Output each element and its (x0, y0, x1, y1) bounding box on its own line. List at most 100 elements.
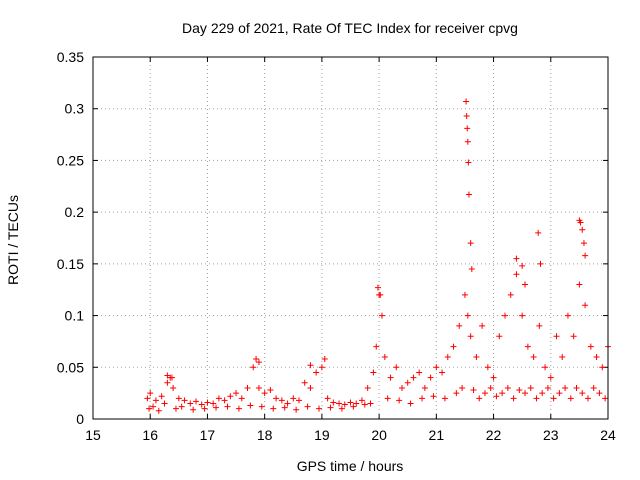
data-point (504, 384, 511, 391)
data-point (596, 390, 603, 397)
data-point (378, 312, 385, 319)
data-point (530, 353, 537, 360)
data-point (175, 395, 182, 402)
data-point (524, 343, 531, 350)
y-tick-label: 0.1 (65, 308, 85, 324)
data-point (579, 390, 586, 397)
data-point (542, 364, 549, 371)
data-point (470, 387, 477, 394)
data-point (464, 125, 471, 132)
x-tick-label: 16 (142, 427, 158, 443)
data-point (187, 400, 194, 407)
data-point (576, 281, 583, 288)
data-point (364, 384, 371, 391)
data-point (261, 390, 268, 397)
data-point (602, 395, 609, 402)
data-point (164, 372, 171, 379)
data-point (307, 362, 314, 369)
data-point (170, 384, 177, 391)
data-point (582, 302, 589, 309)
data-point (358, 397, 365, 404)
data-point (577, 219, 584, 226)
data-point (181, 397, 188, 404)
x-axis-label: GPS time / hours (297, 458, 404, 474)
data-point (258, 403, 265, 410)
data-point (433, 364, 440, 371)
data-point (522, 390, 529, 397)
data-point (444, 353, 451, 360)
data-point (579, 226, 586, 233)
data-point (233, 390, 240, 397)
data-point (487, 384, 494, 391)
data-point (301, 379, 308, 386)
data-point (201, 405, 208, 412)
data-point (537, 260, 544, 267)
data-point (146, 405, 153, 412)
data-point (290, 395, 297, 402)
x-tick-label: 19 (314, 427, 330, 443)
data-point (439, 369, 446, 376)
y-tick-label: 0.15 (57, 256, 84, 272)
data-point (463, 112, 470, 119)
data-point (161, 400, 168, 407)
data-point (164, 379, 171, 386)
data-point (453, 390, 460, 397)
data-point (464, 138, 471, 145)
y-tick-label: 0.3 (65, 101, 85, 117)
data-point (522, 281, 529, 288)
data-point (573, 384, 580, 391)
data-point (593, 353, 600, 360)
data-point (465, 159, 472, 166)
data-point (324, 395, 331, 402)
data-point (430, 393, 437, 400)
x-tick-label: 18 (257, 427, 273, 443)
data-point (204, 399, 211, 406)
data-point (190, 406, 197, 413)
data-point (284, 400, 291, 407)
data-point (502, 312, 508, 319)
data-point (410, 374, 417, 381)
data-point (172, 405, 179, 412)
data-point (270, 405, 277, 412)
data-point (556, 390, 563, 397)
data-point (338, 405, 345, 412)
data-point (350, 403, 357, 410)
data-point (384, 395, 391, 402)
data-point (244, 384, 251, 391)
data-point (473, 353, 480, 360)
data-point (467, 333, 474, 340)
data-point (147, 390, 154, 397)
data-point (253, 356, 260, 363)
data-point (367, 400, 374, 407)
data-point (416, 369, 423, 376)
data-point (370, 369, 377, 376)
y-axis-label: ROTI / TECUs (5, 195, 21, 285)
data-point (510, 395, 517, 402)
data-point (580, 240, 587, 247)
data-point (387, 374, 394, 381)
data-point (168, 374, 175, 381)
data-point (224, 403, 231, 410)
data-point (553, 333, 560, 340)
data-point (255, 359, 262, 366)
x-tick-label: 24 (600, 427, 616, 443)
data-point (490, 374, 497, 381)
data-point (427, 374, 434, 381)
data-point (582, 252, 589, 259)
plot-frame (92, 56, 609, 420)
x-tick-label: 17 (200, 427, 216, 443)
data-point (267, 387, 274, 394)
data-point (456, 322, 463, 329)
data-point (399, 384, 405, 391)
data-point (155, 407, 162, 414)
data-point (318, 364, 325, 371)
data-point (144, 395, 151, 402)
data-point (393, 364, 400, 371)
y-tick-label: 0 (76, 411, 84, 427)
data-point (513, 255, 520, 262)
data-point (513, 271, 520, 278)
x-tick-label: 23 (543, 427, 559, 443)
chart-title: Day 229 of 2021, Rate Of TEC Index for r… (182, 20, 518, 36)
data-point (590, 384, 597, 391)
